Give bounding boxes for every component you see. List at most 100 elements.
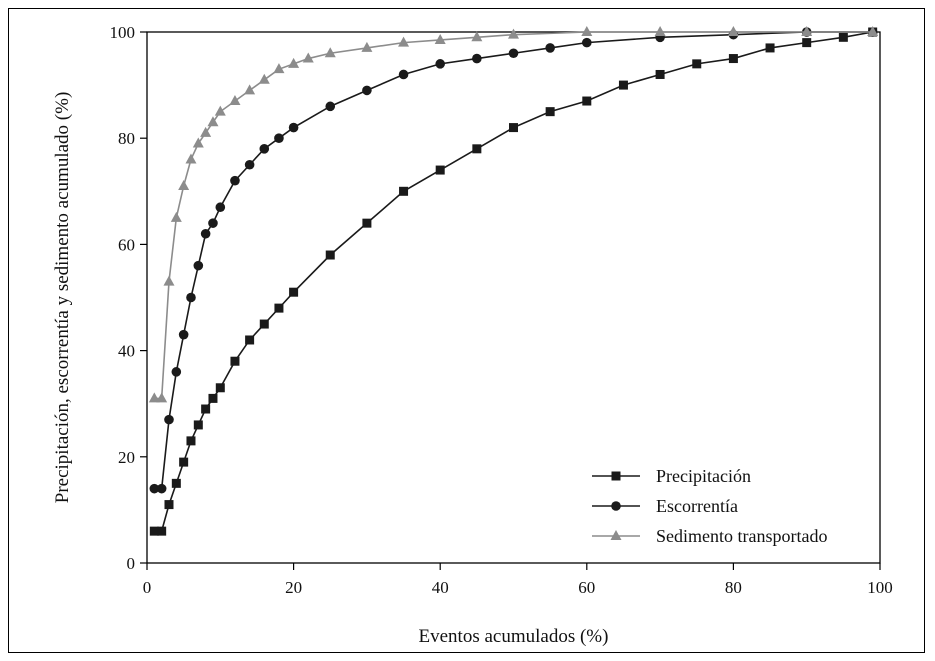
data-point-triangle (178, 179, 190, 190)
legend-item-3: Sedimento transportado (592, 526, 827, 546)
x-tick-label: 20 (285, 578, 302, 597)
data-point-square (399, 186, 409, 196)
legend: Precipitación Escorrentía Sedimento transp… (592, 466, 827, 546)
data-point-square (582, 96, 592, 106)
data-point-triangle (324, 47, 336, 58)
figure-frame (8, 8, 925, 653)
x-axis-title: Eventos acumulados (%) (419, 626, 609, 647)
data-point-triangle (229, 95, 241, 106)
data-point-square (765, 43, 775, 53)
data-point-triangle (581, 26, 593, 36)
data-point-triangle (156, 392, 168, 403)
data-point-circle (193, 260, 204, 271)
data-point-triangle (207, 116, 219, 127)
data-point-square (259, 319, 269, 329)
data-point-square (435, 165, 445, 175)
data-point-square (728, 54, 738, 64)
data-point-circle (611, 501, 621, 511)
data-point-square (802, 38, 812, 48)
data-point-square (171, 478, 181, 488)
data-point-square (545, 107, 555, 117)
data-point-circle (259, 144, 270, 154)
data-point-square (692, 59, 702, 69)
data-point-triangle (361, 41, 373, 52)
data-point-square (208, 393, 218, 403)
data-point-circle (582, 37, 592, 48)
data-point-triangle (200, 126, 212, 137)
data-point-square (618, 80, 628, 90)
y-tick-label: 60 (118, 235, 135, 254)
data-point-triangle (214, 105, 226, 116)
series-2 (149, 27, 878, 494)
data-point-square (289, 287, 299, 297)
data-point-triangle (244, 84, 256, 95)
data-point-triangle (471, 31, 483, 42)
data-point-triangle (185, 153, 197, 164)
data-point-square (186, 436, 196, 446)
y-tick-label: 20 (118, 448, 135, 467)
data-point-circle (244, 159, 255, 170)
data-point-square (201, 404, 211, 414)
legend-label: Escorrentía (656, 496, 738, 516)
data-point-triangle (727, 26, 739, 36)
data-point-circle (164, 414, 174, 425)
legend-item-2: Escorrentía (592, 496, 738, 516)
data-point-circle (215, 202, 226, 213)
data-point-square (274, 303, 284, 313)
data-point-circle (230, 175, 240, 186)
data-point-circle (171, 367, 182, 377)
series-line (154, 31, 873, 490)
data-point-circle (362, 85, 372, 96)
data-point-triangle (801, 26, 813, 36)
legend-item-1: Precipitación (592, 466, 751, 486)
data-point-triangle (273, 63, 285, 74)
data-point-triangle (170, 211, 182, 222)
data-point-triangle (302, 52, 314, 63)
data-point-square (245, 335, 255, 345)
series-3 (148, 26, 879, 403)
data-point-square (179, 457, 189, 467)
data-point-square (655, 69, 665, 79)
series-line (154, 31, 873, 400)
y-tick-label: 100 (110, 23, 136, 42)
series-layer (148, 26, 879, 536)
data-point-square (157, 526, 167, 536)
data-point-square (149, 526, 159, 536)
series-1 (149, 27, 878, 536)
data-point-circle (200, 228, 211, 239)
y-axis-title: Precipitación, escorrentía y sedimento a… (52, 92, 73, 504)
y-tick-label: 80 (118, 129, 135, 148)
data-point-circle (325, 101, 336, 112)
data-point-triangle (434, 33, 446, 44)
data-point-triangle (508, 28, 519, 39)
data-point-triangle (163, 275, 175, 286)
data-point-square (611, 471, 621, 481)
data-point-circle (398, 69, 409, 80)
data-point-square (838, 32, 848, 42)
plot-area (146, 31, 881, 564)
x-tick-label: 80 (725, 578, 742, 597)
data-point-circle (545, 43, 555, 53)
y-tick-label: 0 (127, 554, 136, 573)
data-point-circle (508, 48, 519, 59)
x-tick-label: 60 (578, 578, 595, 597)
data-point-triangle (288, 57, 300, 68)
data-point-circle (186, 292, 196, 303)
series-line (154, 31, 873, 532)
y-tick-label: 40 (118, 342, 135, 361)
data-point-square (164, 500, 174, 510)
data-point-triangle (192, 137, 204, 148)
data-point-circle (288, 122, 299, 133)
data-point-square (472, 144, 482, 154)
data-point-circle (208, 218, 218, 228)
x-tick-label: 100 (867, 578, 893, 597)
legend-label: Sedimento transportado (656, 526, 827, 546)
data-point-circle (435, 59, 446, 69)
data-point-triangle (654, 26, 666, 36)
data-point-triangle (258, 73, 270, 84)
x-tick-label: 40 (432, 578, 449, 597)
data-point-triangle (867, 26, 879, 36)
data-point-circle (472, 53, 482, 64)
data-point-square (230, 356, 240, 366)
